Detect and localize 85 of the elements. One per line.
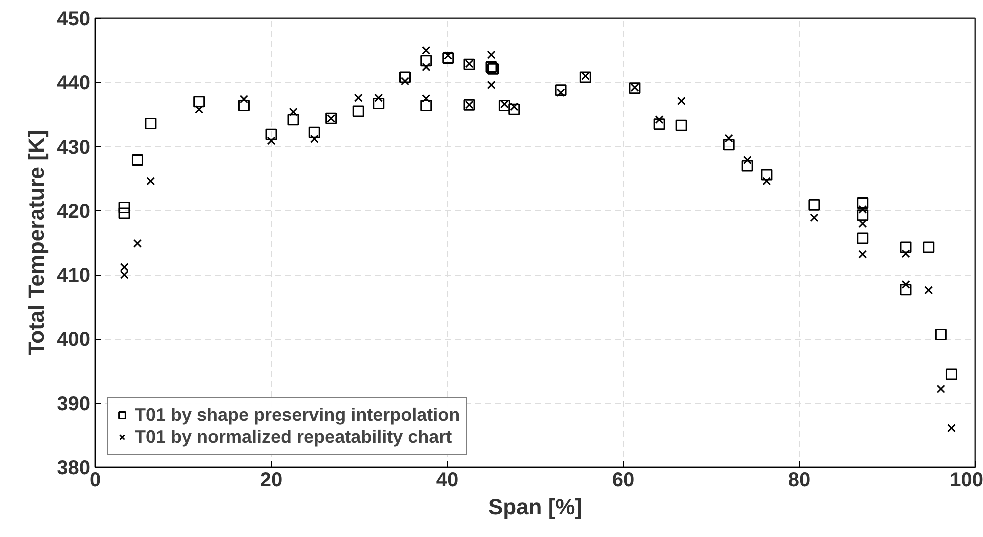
point: [723, 139, 735, 151]
point: [900, 284, 912, 296]
point: [266, 128, 278, 140]
point: [724, 134, 734, 143]
point: [354, 94, 363, 102]
point: [676, 120, 688, 132]
point: [857, 197, 869, 209]
point: [195, 105, 204, 114]
point: [655, 116, 664, 124]
point: [420, 100, 432, 112]
point: [900, 242, 912, 254]
point: [556, 88, 566, 98]
point: [194, 96, 206, 108]
y-tick-label: 420: [57, 200, 91, 223]
point: [146, 177, 156, 186]
point: [936, 384, 946, 394]
point: [444, 51, 453, 60]
y-tick-label: 450: [57, 8, 91, 30]
y-tick-label: 400: [57, 329, 91, 352]
point: [762, 177, 772, 186]
point: [442, 52, 454, 64]
point: [555, 84, 567, 96]
point: [857, 210, 869, 222]
y-tick-label: 380: [57, 458, 91, 480]
point: [352, 106, 364, 118]
point: [858, 219, 868, 228]
x-tick-label: 60: [612, 470, 635, 492]
point: [857, 232, 869, 244]
point: [654, 118, 666, 130]
x-tick-label: 0: [90, 470, 102, 492]
point: [289, 108, 298, 116]
y-tick-label: 410: [57, 265, 91, 288]
point: [808, 199, 820, 211]
point: [580, 72, 592, 84]
x-tick-label: 80: [788, 470, 811, 492]
legend-label: T01 by normalized repeatability chart: [135, 426, 452, 448]
point: [422, 62, 431, 72]
point: [240, 95, 249, 104]
point: [924, 286, 934, 295]
point: [487, 80, 496, 90]
point: [810, 214, 819, 222]
x-axis-title: Span [%]: [488, 494, 583, 520]
point: [120, 263, 129, 272]
point: [267, 136, 276, 146]
point: [118, 202, 130, 214]
point: [742, 160, 754, 172]
point: [145, 118, 157, 130]
y-tick-label: 430: [57, 136, 91, 159]
point: [238, 100, 250, 112]
point: [422, 94, 431, 103]
legend-label: T01 by shape preserving interpolation: [135, 404, 460, 426]
y-tick-label: 440: [57, 72, 91, 95]
point: [487, 50, 496, 60]
point: [400, 77, 410, 86]
point: [946, 368, 958, 380]
point: [120, 270, 129, 280]
point: [902, 280, 910, 289]
y-tick-label: 390: [57, 393, 91, 416]
point: [373, 98, 385, 110]
point: [761, 169, 773, 181]
point: [400, 72, 412, 84]
x-tick-label: 40: [436, 470, 459, 492]
point: [308, 126, 320, 138]
x-tick-label: 100: [950, 470, 983, 492]
y-axis-title: Total Temperature [K]: [24, 130, 50, 356]
point: [288, 114, 300, 126]
point: [508, 104, 520, 116]
point: [133, 239, 142, 248]
point: [118, 208, 130, 220]
point: [498, 100, 510, 112]
point: [374, 94, 384, 102]
point: [422, 46, 431, 55]
point: [743, 156, 752, 165]
point: [858, 205, 868, 214]
x-tick-label: 20: [260, 470, 283, 492]
point: [510, 102, 519, 112]
point: [132, 154, 144, 166]
point: [902, 250, 910, 258]
point: [935, 328, 947, 340]
point: [858, 250, 868, 259]
point: [947, 424, 956, 433]
point: [677, 96, 686, 106]
point: [923, 242, 935, 254]
point: [420, 55, 432, 67]
point: [310, 134, 319, 144]
